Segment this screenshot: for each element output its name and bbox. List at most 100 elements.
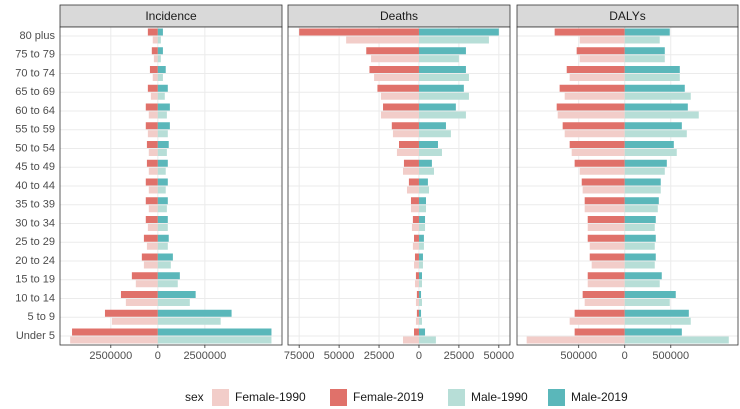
bar xyxy=(146,141,158,148)
bar xyxy=(157,291,196,298)
bar xyxy=(576,47,625,55)
bar xyxy=(418,66,466,73)
bar xyxy=(624,216,656,223)
bar xyxy=(418,242,424,250)
bar xyxy=(414,328,419,336)
bar xyxy=(624,299,670,306)
bar xyxy=(579,55,625,63)
y-tick-label: 35 to 39 xyxy=(15,199,55,211)
bar xyxy=(624,186,661,194)
bar xyxy=(418,28,499,36)
bar xyxy=(418,216,426,223)
bar xyxy=(624,130,687,138)
bar xyxy=(70,336,158,344)
bar xyxy=(418,141,438,148)
y-tick-label: 20 to 24 xyxy=(15,255,55,267)
bar xyxy=(414,280,419,288)
bar xyxy=(152,74,158,81)
bar xyxy=(526,336,625,344)
bar xyxy=(412,242,419,250)
y-tick-label: 50 to 54 xyxy=(15,142,55,154)
bar xyxy=(569,317,625,325)
bar xyxy=(564,92,625,100)
bar xyxy=(380,111,419,119)
bar xyxy=(151,47,158,55)
legend-key xyxy=(448,389,465,406)
bar xyxy=(157,84,168,92)
bar xyxy=(157,328,272,336)
bar xyxy=(147,130,158,138)
bar xyxy=(157,261,171,269)
bar xyxy=(148,205,158,213)
bar xyxy=(418,224,426,231)
bar xyxy=(624,317,691,325)
bar xyxy=(589,253,625,261)
bar xyxy=(589,242,625,250)
bar xyxy=(415,299,419,306)
bar xyxy=(418,178,428,186)
y-tick-label: 80 plus xyxy=(20,30,56,42)
bar xyxy=(581,178,625,186)
bar xyxy=(418,167,434,175)
bar xyxy=(157,317,221,325)
bar xyxy=(418,261,423,269)
bar xyxy=(131,272,158,280)
bar xyxy=(377,84,419,92)
bar xyxy=(418,74,469,81)
x-tick-label: 0 xyxy=(155,350,161,362)
bar xyxy=(624,242,655,250)
bar xyxy=(157,309,232,317)
bar xyxy=(418,92,469,100)
bar xyxy=(157,224,168,231)
x-tick-label: 50000 xyxy=(324,350,355,362)
y-tick-label: Under 5 xyxy=(16,330,55,342)
bar xyxy=(157,299,190,306)
bar xyxy=(157,55,161,63)
bar xyxy=(624,178,661,186)
bar xyxy=(157,141,169,148)
bar xyxy=(587,224,625,231)
bar xyxy=(145,178,158,186)
bar xyxy=(624,103,688,111)
bar xyxy=(157,167,166,175)
y-tick-label: 5 to 9 xyxy=(27,311,55,323)
bar xyxy=(157,197,168,205)
bar xyxy=(410,205,419,213)
bar xyxy=(371,55,419,63)
x-tick-label: 25000 xyxy=(364,350,395,362)
y-tick-label: 40 to 44 xyxy=(15,180,55,192)
bar xyxy=(157,103,170,111)
bar xyxy=(374,74,419,81)
bar xyxy=(414,253,419,261)
x-tick-label: 2500000 xyxy=(183,350,226,362)
bar xyxy=(414,234,419,242)
x-tick-label: 500000 xyxy=(560,350,597,362)
y-tick-label: 55 to 59 xyxy=(15,124,55,136)
bar xyxy=(402,167,419,175)
bar xyxy=(624,66,680,73)
legend-key xyxy=(548,389,565,406)
bar xyxy=(624,55,665,63)
bar xyxy=(624,272,662,280)
bar xyxy=(143,261,158,269)
bar xyxy=(418,234,424,242)
bar xyxy=(584,197,625,205)
bar xyxy=(145,122,158,130)
bar xyxy=(418,55,459,63)
bar xyxy=(145,216,158,223)
bar xyxy=(402,336,419,344)
bar xyxy=(157,149,167,156)
bar xyxy=(415,272,419,280)
legend-key xyxy=(330,389,347,406)
bar xyxy=(418,205,426,213)
x-tick-label: 50000 xyxy=(484,350,515,362)
bar xyxy=(571,149,625,156)
bar xyxy=(624,224,655,231)
bar xyxy=(584,205,625,213)
bar xyxy=(157,280,178,288)
bar xyxy=(624,141,674,148)
bar xyxy=(624,92,691,100)
bar xyxy=(366,47,419,55)
bar xyxy=(574,328,625,336)
bar xyxy=(346,36,419,44)
